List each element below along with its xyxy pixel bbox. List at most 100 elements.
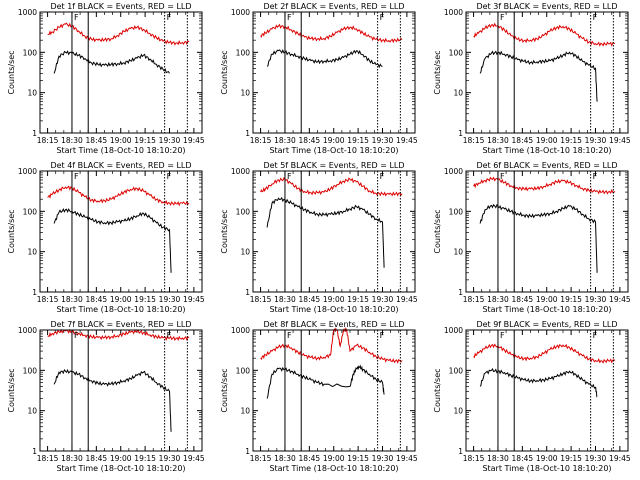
flag-marker: F [593,13,598,22]
x-tick-label: 19:30 [372,136,394,145]
panel-title: Det 6f BLACK = Events, RED = LLD [476,161,617,170]
x-tick-label: 19:45 [183,454,205,463]
x-tick-label: 19:45 [396,136,418,145]
y-axis-label: Counts/sec [433,50,442,94]
y-tick-label: 1 [245,288,250,297]
panel-4: Det 4f BLACK = Events, RED = LLD Counts/s… [7,161,205,314]
panel-title: Det 4f BLACK = Events, RED = LLD [50,161,191,170]
y-tick-label: 1 [245,447,250,456]
x-tick-label: 18:15 [463,295,485,304]
y-tick-label: 1 [32,288,37,297]
x-tick-label: 19:00 [536,136,558,145]
y-tick-label: 1000 [444,326,463,335]
plot-frame [252,329,416,452]
flag-marker: F [287,13,292,22]
x-tick-label: 19:00 [110,295,132,304]
panel-title: Det 5f BLACK = Events, RED = LLD [263,161,404,170]
x-tick-label: 18:30 [274,295,296,304]
panel-2: Det 2f BLACK = Events, RED = LLD Counts/s… [220,2,418,155]
plot-frame [465,11,629,134]
flag-marker: F [500,13,505,22]
panel-8: Det 8f BLACK = Events, RED = LLD Counts/s… [220,320,418,473]
x-tick-label: 19:30 [159,454,181,463]
series-line-lld [260,23,403,44]
x-tick-label: 19:30 [585,454,607,463]
x-tick-label: 19:00 [536,454,558,463]
x-tick-label: 18:15 [463,136,485,145]
x-tick-label: 18:15 [463,454,485,463]
panel-title: Det 8f BLACK = Events, RED = LLD [263,320,404,329]
flag-marker: F [74,13,79,22]
x-tick-label: 18:45 [299,295,321,304]
y-tick-label: 100 [236,48,251,57]
y-axis-label: Counts/sec [220,209,229,253]
x-axis-label: Start Time (18-Oct-10 18:10:20) [269,305,398,314]
x-tick-label: 18:45 [299,454,321,463]
x-tick-label: 19:15 [560,454,582,463]
x-axis-label: Start Time (18-Oct-10 18:10:20) [482,146,611,155]
x-tick-label: 19:00 [323,454,345,463]
x-tick-label: 19:15 [560,295,582,304]
x-tick-label: 19:30 [585,136,607,145]
x-tick-label: 19:30 [372,295,394,304]
x-tick-label: 19:00 [110,136,132,145]
x-tick-label: 18:15 [37,295,59,304]
flag-marker: F [593,172,598,181]
x-axis-label: Start Time (18-Oct-10 18:10:20) [269,146,398,155]
y-tick-label: 1 [245,129,250,138]
y-tick-label: 100 [449,48,464,57]
y-axis-label: Counts/sec [220,368,229,412]
x-axis-label: Start Time (18-Oct-10 18:10:20) [482,305,611,314]
y-axis-label: Counts/sec [7,368,16,412]
series-line-events [53,368,172,432]
y-axis-label: Counts/sec [7,50,16,94]
flag-marker: F [500,331,505,340]
y-tick-label: 10 [240,89,250,98]
series-line-events [53,208,172,273]
series-line-events [479,368,598,398]
y-tick-label: 1 [458,447,463,456]
series-line-lld [473,22,616,47]
plot-frame [39,329,203,452]
panel-3: Det 3f BLACK = Events, RED = LLD Counts/s… [433,2,631,155]
y-axis-label: Counts/sec [220,50,229,94]
x-tick-label: 19:15 [134,454,156,463]
y-tick-label: 10 [240,248,250,257]
x-tick-label: 19:45 [396,295,418,304]
x-tick-label: 18:15 [250,136,272,145]
x-tick-label: 19:00 [110,454,132,463]
panel-5: Det 5f BLACK = Events, RED = LLD Counts/s… [220,161,418,314]
flag-marker: F [74,331,79,340]
x-tick-label: 19:45 [183,136,205,145]
y-tick-label: 10 [453,407,463,416]
x-tick-label: 19:15 [347,295,369,304]
y-tick-label: 1000 [231,167,250,176]
y-tick-label: 100 [236,207,251,216]
y-tick-label: 10 [453,89,463,98]
panel-title: Det 7f BLACK = Events, RED = LLD [50,320,191,329]
flag-marker: F [287,331,292,340]
flag-marker: F [593,331,598,340]
x-axis-label: Start Time (18-Oct-10 18:10:20) [56,464,185,473]
x-tick-label: 18:30 [487,295,509,304]
y-tick-label: 1 [32,129,37,138]
panel-6: Det 6f BLACK = Events, RED = LLD Counts/s… [433,161,631,314]
y-tick-label: 1000 [18,326,37,335]
x-tick-label: 18:45 [512,454,534,463]
x-tick-label: 19:45 [183,295,205,304]
x-tick-label: 18:30 [274,454,296,463]
y-tick-label: 1000 [18,167,37,176]
y-tick-label: 10 [240,407,250,416]
y-tick-label: 1 [32,447,37,456]
plot-frame [39,11,203,134]
panel-7: Det 7f BLACK = Events, RED = LLD Counts/s… [7,320,205,473]
x-tick-label: 19:30 [159,295,181,304]
x-tick-label: 18:45 [86,295,108,304]
series-line-lld [260,326,403,364]
y-tick-label: 1000 [444,167,463,176]
series-line-lld [473,343,616,364]
x-axis-label: Start Time (18-Oct-10 18:10:20) [56,305,185,314]
x-tick-label: 18:45 [86,454,108,463]
y-tick-label: 100 [449,207,464,216]
x-axis-label: Start Time (18-Oct-10 18:10:20) [269,464,398,473]
